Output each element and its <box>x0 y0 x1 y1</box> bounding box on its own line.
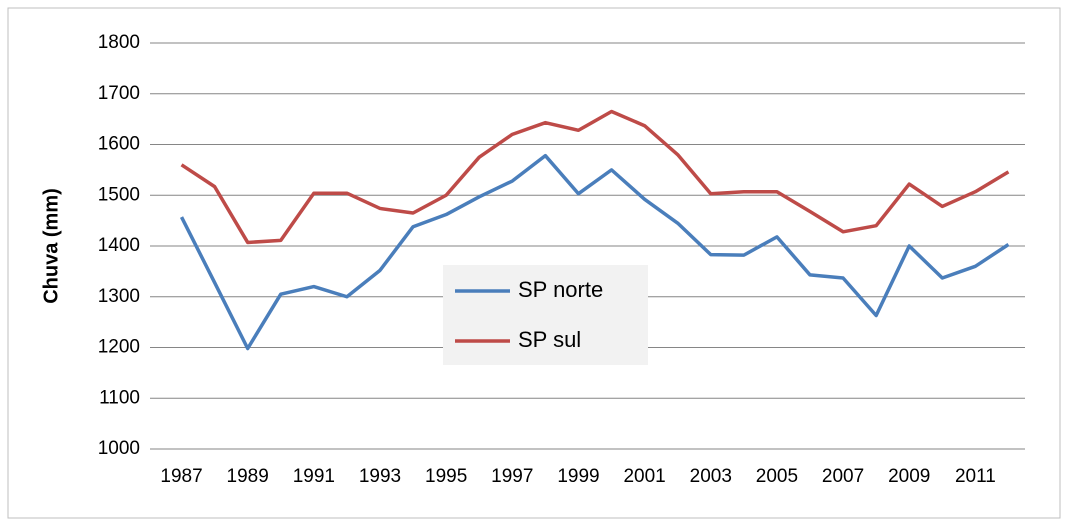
y-tick-label: 1800 <box>98 32 140 53</box>
y-tick-label: 1600 <box>98 134 140 155</box>
x-tick-label: 1999 <box>557 466 599 487</box>
x-tick-label: 2009 <box>888 466 930 487</box>
x-tick-label: 2005 <box>756 466 798 487</box>
y-tick-label: 1100 <box>99 387 140 408</box>
x-tick-label: 1987 <box>160 466 202 487</box>
x-tick-label: 1991 <box>293 466 335 487</box>
series-line <box>179 153 1010 351</box>
series-line <box>180 109 1010 245</box>
x-tick-label: 2007 <box>822 466 864 487</box>
y-tick-label: 1700 <box>98 83 140 104</box>
y-axis-label: Chuva (mm) <box>40 188 62 304</box>
x-tick-label: 1995 <box>425 466 467 487</box>
y-tick-label: 1300 <box>98 286 140 307</box>
legend-label: SP norte <box>518 277 603 302</box>
x-tick-label: 2003 <box>690 466 732 487</box>
legend-label: SP sul <box>518 327 581 352</box>
y-tick-label: 1200 <box>98 337 140 358</box>
x-tick-label: 2001 <box>623 466 665 487</box>
y-tick-label: 1500 <box>98 184 140 205</box>
y-tick-label: 1000 <box>98 438 140 459</box>
legend-box <box>443 265 648 365</box>
x-tick-label: 1997 <box>491 466 533 487</box>
x-tick-label: 2011 <box>955 466 996 487</box>
x-tick-label: 1989 <box>227 466 269 487</box>
y-tick-label: 1400 <box>98 235 140 256</box>
chart-border <box>7 7 1061 519</box>
x-tick-label: 1993 <box>359 466 401 487</box>
